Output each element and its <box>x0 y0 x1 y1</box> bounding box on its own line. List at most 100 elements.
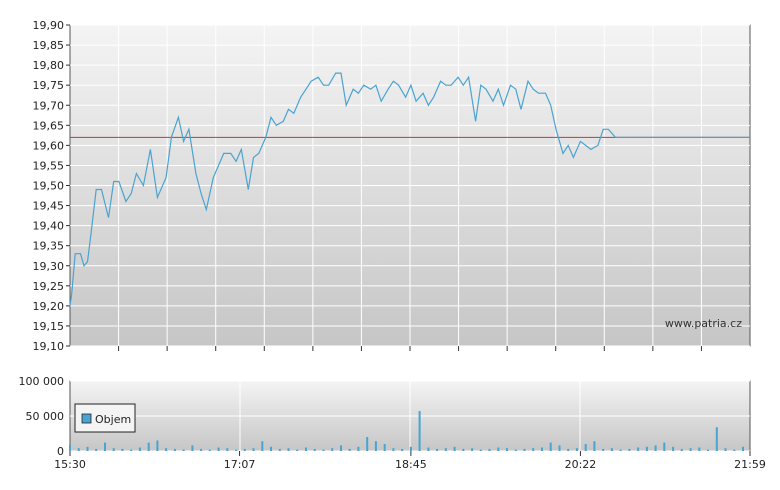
watermark: www.patria.cz <box>665 317 742 330</box>
x-tick-label: 21:59 <box>734 458 766 471</box>
volume-bar <box>444 448 447 451</box>
volume-bar <box>742 446 744 451</box>
volume-bar <box>654 445 657 451</box>
volume-bar <box>374 441 377 451</box>
volume-bar <box>261 441 264 451</box>
price-y-tick-label: 19,40 <box>33 220 65 233</box>
volume-bar <box>506 448 508 451</box>
volume-bar <box>243 448 246 451</box>
volume-bar <box>479 449 482 451</box>
volume-y-tick-label: 50 000 <box>26 410 65 423</box>
volume-bar <box>663 442 666 451</box>
volume-bar <box>235 449 238 451</box>
volume-bar <box>305 447 307 451</box>
volume-bar <box>558 445 561 451</box>
volume-bar <box>401 448 404 451</box>
volume-bar <box>619 449 622 451</box>
volume-bar <box>340 445 342 451</box>
volume-y-tick-label: 0 <box>57 445 64 458</box>
volume-x-axis: 15:30 17:07 18:45 20:22 21:59 <box>54 451 766 471</box>
volume-bar <box>191 445 194 451</box>
price-y-tick-label: 19,70 <box>33 99 65 112</box>
volume-bar <box>453 446 456 451</box>
volume-bar <box>322 449 325 451</box>
price-grid <box>70 24 750 351</box>
volume-bar <box>523 448 526 451</box>
volume-bar <box>278 448 281 451</box>
volume-bar <box>593 441 596 451</box>
volume-bar <box>672 446 675 451</box>
price-y-tick-label: 19,55 <box>33 159 65 172</box>
volume-bar <box>541 447 543 451</box>
volume-bar <box>392 448 395 451</box>
volume-bar <box>383 444 386 451</box>
volume-bar <box>471 448 474 451</box>
volume-bar <box>532 448 535 451</box>
volume-bar <box>680 448 683 451</box>
price-y-tick-label: 19,75 <box>33 79 65 92</box>
price-y-tick-label: 19,85 <box>33 39 65 52</box>
volume-bar <box>366 437 369 451</box>
volume-bar <box>270 446 272 451</box>
volume-bar <box>313 448 316 451</box>
volume-bar <box>130 449 133 451</box>
price-y-tick-label: 19,45 <box>33 200 65 213</box>
volume-bar <box>138 447 141 451</box>
volume-bar <box>514 449 517 451</box>
volume-bar <box>689 448 692 451</box>
volume-bar <box>348 448 351 451</box>
price-y-tick-label: 19,20 <box>33 300 65 313</box>
legend-swatch <box>81 413 92 424</box>
volume-bars <box>69 411 744 451</box>
volume-bar <box>549 442 552 451</box>
volume-bar <box>698 447 701 451</box>
legend-label: Objem <box>95 413 131 426</box>
volume-bar <box>77 448 80 451</box>
price-y-axis: 19,10 19,15 19,20 19,25 19,30 19,35 19,40 19,45… <box>33 19 70 353</box>
volume-bar <box>488 448 491 451</box>
volume-bar <box>602 448 605 451</box>
volume-bar <box>173 448 176 451</box>
volume-bar <box>226 448 229 451</box>
volume-bar <box>715 427 718 451</box>
x-tick-label: 15:30 <box>54 458 86 471</box>
volume-bar <box>252 448 255 451</box>
volume-bar <box>121 448 124 451</box>
volume-y-tick-label: 100 000 <box>19 375 65 388</box>
price-y-tick-label: 19,80 <box>33 59 65 72</box>
volume-bar <box>409 446 412 451</box>
price-y-tick-label: 19,35 <box>33 240 65 253</box>
volume-bar <box>645 446 648 451</box>
x-tick-label: 18:45 <box>395 458 427 471</box>
price-y-tick-label: 19,65 <box>33 119 65 132</box>
volume-bar <box>575 448 578 451</box>
x-tick-label: 17:07 <box>224 458 256 471</box>
volume-bar <box>637 447 640 451</box>
volume-bar <box>95 448 98 451</box>
volume-bar <box>112 448 115 451</box>
price-y-tick-label: 19,90 <box>33 19 65 32</box>
volume-bar <box>628 448 631 451</box>
volume-bar <box>462 448 465 451</box>
price-series-line <box>69 72 750 306</box>
volume-bar <box>217 447 220 451</box>
volume-y-axis: 0 50 000 100 000 <box>19 375 65 458</box>
volume-bar <box>357 446 360 451</box>
price-y-tick-label: 19,60 <box>33 139 65 152</box>
volume-bar <box>156 440 159 451</box>
volume-bar <box>104 442 106 451</box>
volume-bar <box>182 449 185 451</box>
volume-bar <box>427 447 430 451</box>
price-y-tick-label: 19,15 <box>33 320 65 333</box>
legend: Objem <box>74 403 136 433</box>
volume-bar <box>707 449 709 451</box>
volume-bar <box>147 442 150 451</box>
volume-bar <box>497 447 500 451</box>
volume-bar <box>584 444 587 451</box>
volume-bar <box>331 448 334 451</box>
volume-bar <box>567 448 570 451</box>
volume-bar <box>733 449 736 451</box>
volume-bar <box>208 449 211 451</box>
volume-bar <box>200 448 203 451</box>
